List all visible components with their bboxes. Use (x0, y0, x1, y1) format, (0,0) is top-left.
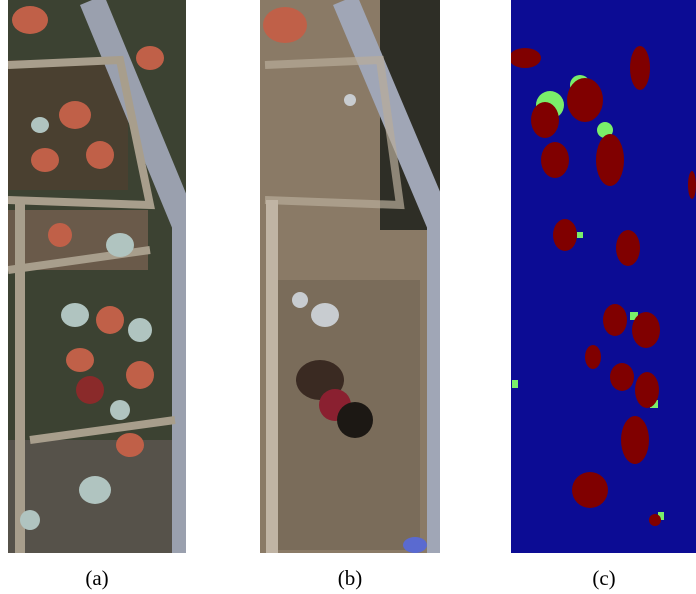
panel-b (260, 0, 440, 553)
caption: (c) (592, 566, 615, 590)
panel-a (8, 0, 186, 553)
caption: (b) (338, 566, 363, 590)
caption: (a) (85, 566, 108, 590)
panel-c (509, 0, 696, 553)
page: {"figure": {"captions": ["(a)", "(b)", "… (0, 0, 696, 594)
figure: (a) (b) (c) (0, 0, 696, 594)
